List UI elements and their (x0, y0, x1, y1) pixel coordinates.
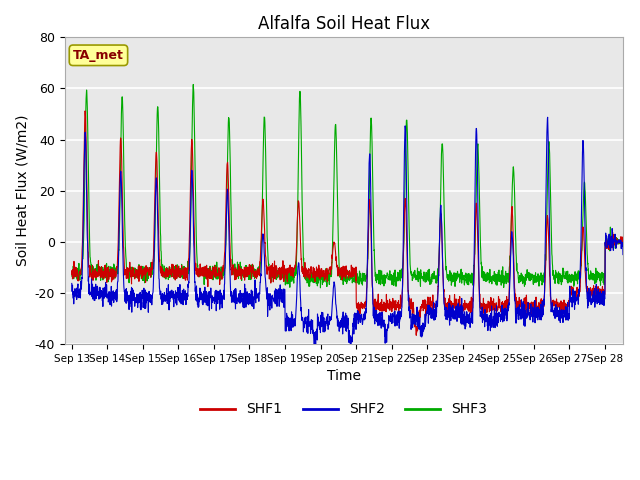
Y-axis label: Soil Heat Flux (W/m2): Soil Heat Flux (W/m2) (15, 115, 29, 266)
X-axis label: Time: Time (326, 369, 361, 383)
Legend: SHF1, SHF2, SHF3: SHF1, SHF2, SHF3 (195, 397, 493, 422)
Title: Alfalfa Soil Heat Flux: Alfalfa Soil Heat Flux (258, 15, 429, 33)
Text: TA_met: TA_met (73, 49, 124, 62)
